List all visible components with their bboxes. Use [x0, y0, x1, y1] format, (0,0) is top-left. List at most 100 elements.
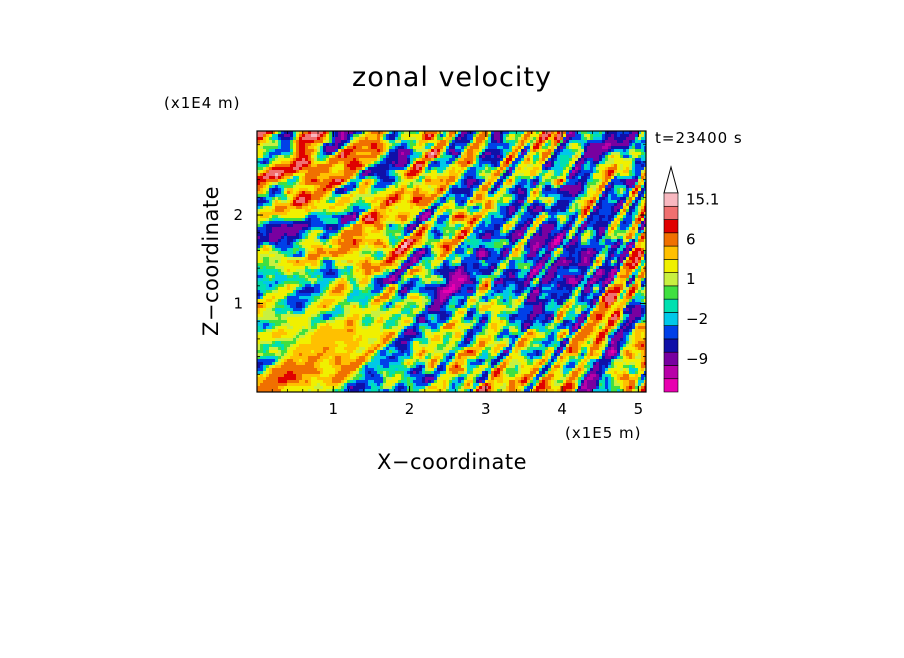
- field-cell: [431, 194, 434, 197]
- field-cell: [347, 230, 350, 233]
- field-cell: [302, 182, 305, 185]
- field-cell: [296, 236, 299, 239]
- field-cell: [515, 179, 518, 182]
- field-cell: [527, 149, 530, 152]
- field-cell: [317, 179, 320, 182]
- field-cell: [374, 197, 377, 200]
- field-cell: [539, 158, 542, 161]
- field-cell: [395, 245, 398, 248]
- field-cell: [401, 176, 404, 179]
- field-cell: [260, 191, 263, 194]
- field-cell: [596, 158, 599, 161]
- field-cell: [446, 239, 449, 242]
- field-cell: [470, 191, 473, 194]
- field-cell: [353, 134, 356, 137]
- field-cell: [506, 164, 509, 167]
- field-cell: [641, 221, 644, 224]
- field-cell: [578, 140, 581, 143]
- field-cell: [563, 194, 566, 197]
- field-cell: [278, 137, 281, 140]
- field-cell: [311, 140, 314, 143]
- field-cell: [518, 239, 521, 242]
- field-cell: [590, 179, 593, 182]
- field-cell: [569, 197, 572, 200]
- field-cell: [473, 164, 476, 167]
- field-cell: [398, 167, 401, 170]
- field-cell: [416, 218, 419, 221]
- field-cell: [521, 218, 524, 221]
- field-cell: [374, 188, 377, 191]
- field-cell: [575, 197, 578, 200]
- field-cell: [629, 161, 632, 164]
- field-cell: [446, 146, 449, 149]
- field-cell: [290, 206, 293, 209]
- field-cell: [353, 170, 356, 173]
- field-cell: [503, 212, 506, 215]
- field-cell: [389, 167, 392, 170]
- field-cell: [479, 197, 482, 200]
- field-cell: [566, 194, 569, 197]
- field-cell: [446, 209, 449, 212]
- field-cell: [386, 221, 389, 224]
- field-cell: [356, 191, 359, 194]
- field-cell: [446, 185, 449, 188]
- field-cell: [575, 227, 578, 230]
- field-cell: [317, 188, 320, 191]
- field-cell: [593, 224, 596, 227]
- field-cell: [575, 242, 578, 245]
- field-cell: [542, 137, 545, 140]
- field-cell: [488, 230, 491, 233]
- field-cell: [641, 167, 644, 170]
- field-cell: [431, 236, 434, 239]
- field-cell: [392, 200, 395, 203]
- field-cell: [311, 215, 314, 218]
- field-cell: [638, 152, 641, 155]
- field-cell: [455, 236, 458, 239]
- field-cell: [266, 218, 269, 221]
- field-cell: [527, 143, 530, 146]
- field-cell: [485, 236, 488, 239]
- field-cell: [395, 155, 398, 158]
- field-cell: [599, 170, 602, 173]
- field-cell: [461, 143, 464, 146]
- field-cell: [521, 167, 524, 170]
- field-cell: [467, 164, 470, 167]
- field-cell: [581, 131, 584, 134]
- field-cell: [605, 143, 608, 146]
- field-cell: [257, 167, 260, 170]
- field-cell: [266, 212, 269, 215]
- field-cell: [275, 158, 278, 161]
- field-cell: [596, 137, 599, 140]
- field-cell: [275, 200, 278, 203]
- field-cell: [602, 164, 605, 167]
- field-cell: [431, 242, 434, 245]
- field-cell: [269, 179, 272, 182]
- field-cell: [275, 155, 278, 158]
- field-cell: [317, 227, 320, 230]
- field-cell: [398, 200, 401, 203]
- field-cell: [524, 167, 527, 170]
- field-cell: [536, 209, 539, 212]
- field-cell: [401, 233, 404, 236]
- field-cell: [389, 215, 392, 218]
- field-cell: [374, 158, 377, 161]
- field-cell: [305, 182, 308, 185]
- field-cell: [458, 182, 461, 185]
- field-cell: [566, 152, 569, 155]
- field-cell: [401, 146, 404, 149]
- field-cell: [569, 194, 572, 197]
- field-cell: [419, 149, 422, 152]
- field-cell: [377, 197, 380, 200]
- field-cell: [356, 215, 359, 218]
- field-cell: [386, 191, 389, 194]
- field-cell: [494, 158, 497, 161]
- field-cell: [443, 152, 446, 155]
- field-cell: [626, 155, 629, 158]
- field-cell: [299, 239, 302, 242]
- field-cell: [467, 206, 470, 209]
- field-cell: [269, 194, 272, 197]
- field-cell: [422, 146, 425, 149]
- field-cell: [578, 176, 581, 179]
- field-cell: [347, 209, 350, 212]
- field-cell: [611, 140, 614, 143]
